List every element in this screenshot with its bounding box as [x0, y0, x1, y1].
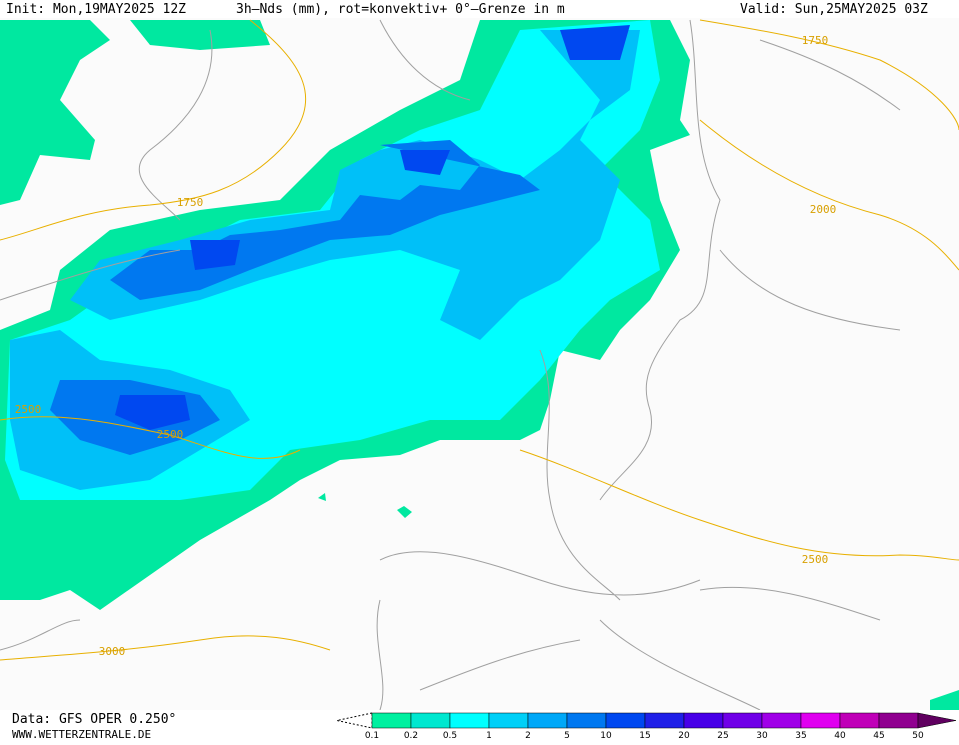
legend-label: 2: [525, 731, 531, 741]
legend-label: 50: [912, 731, 924, 741]
contour-label: 1750: [177, 196, 204, 209]
legend-label: 0.5: [443, 731, 457, 741]
init-text: Init: Mon,19MAY2025 12Z: [6, 2, 186, 17]
precip-area: [115, 395, 190, 430]
contour-label: 2500: [157, 428, 184, 441]
contour-label: 2500: [15, 403, 42, 416]
legend-swatch: [488, 712, 529, 729]
header-bar: [0, 0, 959, 18]
legend-label: 45: [873, 731, 884, 741]
legend-swatch: [722, 712, 763, 729]
legend-swatch: [449, 712, 490, 729]
legend-label: 30: [756, 731, 768, 741]
legend-swatch: [839, 712, 880, 729]
legend-label: 25: [717, 731, 728, 741]
precip-area: [190, 25, 630, 270]
legend-label: 0.1: [365, 731, 379, 741]
contour-lines: [0, 19, 959, 661]
precip-area: [130, 20, 270, 50]
legend-swatch: [605, 712, 646, 729]
legend-swatch: [566, 712, 607, 729]
contour-label: 2000: [810, 203, 837, 216]
legend-swatch: [527, 712, 568, 729]
legend-swatch: [644, 712, 685, 729]
site: WWW.WETTERZENTRALE.DE: [12, 728, 151, 741]
legend-label: 15: [639, 731, 650, 741]
legend-label: 10: [600, 731, 612, 741]
contour-label: 2500: [802, 553, 829, 566]
border-lines: [0, 19, 901, 711]
legend-swatch: [683, 712, 724, 729]
legend-high-arrow: [917, 712, 957, 729]
legend-swatch: [410, 712, 451, 729]
legend: 0.1 0.2 0.5 1 2 5 10 15 20 25 30 35 40 45 50: [336, 712, 957, 741]
valid-text: Valid: Sun,25MAY2025 03Z: [740, 2, 928, 17]
legend-label: 5: [564, 731, 570, 741]
legend-swatch: [371, 712, 412, 729]
legend-label: 20: [678, 731, 690, 741]
legend-low-arrow: [336, 712, 373, 729]
legend-label: 40: [834, 731, 846, 741]
contour-label: 1750: [802, 34, 829, 47]
map-area: [0, 18, 959, 711]
contour-labels: 1750 1750 2000 2500 2500 2500 3000: [15, 34, 837, 658]
legend-label: 0.2: [404, 731, 418, 741]
legend-label: 35: [795, 731, 806, 741]
contour-label: 3000: [99, 645, 126, 658]
legend-swatch: [878, 712, 919, 729]
legend-swatch: [761, 712, 802, 729]
data-source: Data: GFS OPER 0.250°: [12, 712, 176, 727]
legend-label: 1: [486, 731, 492, 741]
legend-swatch: [800, 712, 841, 729]
precip-area: [0, 20, 110, 205]
title: 3h—Nds (mm), rot=konvektiv+ 0°—Grenze in…: [236, 2, 565, 17]
